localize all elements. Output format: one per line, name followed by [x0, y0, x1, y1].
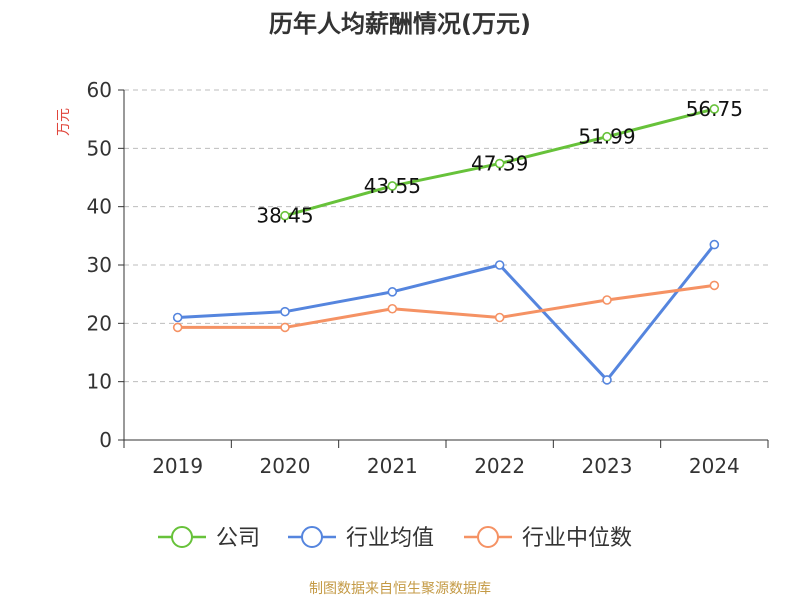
x-tick-label: 2020: [260, 454, 311, 478]
y-tick-label: 30: [87, 253, 112, 277]
data-label: 47.39: [471, 152, 528, 176]
y-tick-label: 0: [99, 428, 112, 452]
y-tick-label: 50: [87, 136, 112, 160]
legend-marker: [171, 526, 193, 548]
x-tick-label: 2022: [474, 454, 525, 478]
legend-item-1[interactable]: 行业均值: [288, 526, 434, 551]
data-point: [709, 239, 720, 250]
series-line-1: [177, 243, 716, 382]
legend: 公司 行业均值 行业中位数: [158, 526, 632, 551]
legend-marker: [301, 526, 323, 548]
y-axis-label: 万元: [56, 108, 72, 136]
y-tick-label: 10: [87, 370, 112, 394]
x-tick-label: 2023: [582, 454, 633, 478]
legend-label: 公司: [216, 526, 260, 551]
series-lines: [172, 104, 720, 385]
legend-marker: [477, 526, 499, 548]
data-point: [387, 287, 398, 297]
data-point: [494, 158, 505, 169]
legend-label: 行业中位数: [522, 526, 632, 551]
data-point: [494, 260, 505, 270]
legend-item-2[interactable]: 行业中位数: [464, 526, 632, 551]
data-point: [602, 295, 612, 305]
grid-lines: [124, 89, 768, 383]
chart-title: 历年人均薪酬情况(万元): [269, 10, 531, 38]
data-point: [280, 306, 290, 317]
legend-label: 行业均值: [346, 526, 434, 551]
data-point: [280, 210, 290, 221]
data-point: [709, 280, 720, 291]
data-point: [494, 312, 505, 323]
data-label: 43.55: [364, 174, 421, 198]
x-tick-label: 2021: [367, 454, 418, 478]
data-point: [172, 312, 183, 323]
axes: 0 10 20 30 40 50 60 2019 2020 2021 2022 2023 2024: [87, 78, 769, 478]
x-tick-label: 2019: [152, 454, 203, 478]
y-tick-label: 40: [87, 195, 112, 219]
series-line-2: [177, 283, 715, 329]
data-point: [280, 322, 290, 333]
y-tick-label: 20: [87, 311, 112, 335]
y-tick-label: 60: [87, 78, 112, 102]
source-note: 制图数据来自恒生聚源数据库: [309, 581, 491, 597]
data-label: 56.75: [686, 97, 743, 121]
legend-item-0[interactable]: 公司: [158, 526, 260, 551]
x-tick-label: 2024: [689, 454, 740, 478]
data-point: [709, 104, 720, 114]
data-point: [602, 131, 612, 142]
data-point: [387, 303, 398, 314]
data-point: [387, 181, 398, 191]
data-label: 38.45: [256, 204, 313, 228]
data-labels: 38.45 43.55 47.39 51.99 56.75: [256, 97, 743, 228]
data-point: [172, 322, 183, 333]
data-point: [602, 375, 612, 385]
data-label: 51.99: [578, 125, 635, 149]
